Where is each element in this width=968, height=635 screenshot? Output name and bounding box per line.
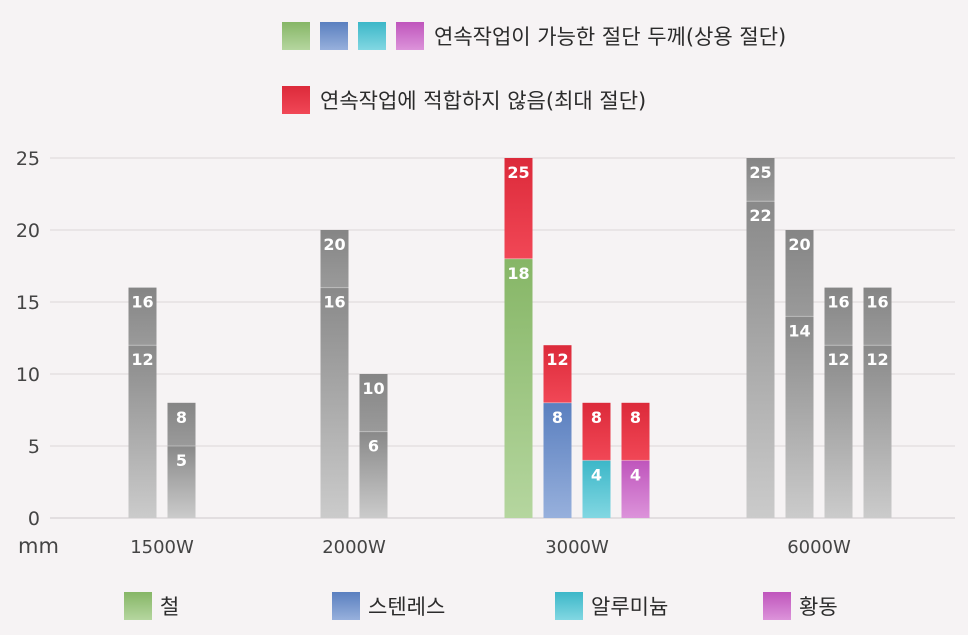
bar-label-continuous-2000W-stainless: 6 bbox=[368, 437, 379, 456]
material-swatch-steel bbox=[124, 592, 152, 620]
bar-continuous-6000W-steel bbox=[746, 201, 775, 518]
bar-max-3000W-stainless bbox=[543, 345, 572, 403]
material-swatch-aluminum bbox=[555, 592, 583, 620]
bar-max-6000W-brass bbox=[863, 287, 892, 346]
bar-label-continuous-3000W-stainless: 8 bbox=[552, 408, 563, 427]
y-tick-label-5: 5 bbox=[28, 436, 40, 458]
bar-label-max-3000W-aluminum: 8 bbox=[591, 408, 602, 427]
bar-label-continuous-3000W-aluminum: 4 bbox=[591, 465, 602, 484]
bar-max-3000W-aluminum bbox=[582, 402, 611, 461]
material-swatch-stainless bbox=[332, 592, 360, 620]
bar-max-6000W-aluminum bbox=[824, 287, 853, 346]
y-tick-label-20: 20 bbox=[16, 220, 40, 242]
bar-label-max-6000W-stainless: 20 bbox=[788, 235, 810, 254]
bar-label-max-6000W-brass: 16 bbox=[866, 293, 888, 312]
y-tick-label-0: 0 bbox=[28, 508, 40, 530]
legend-continuous-label: 연속작업이 가능한 절단 두께(상용 절단) bbox=[434, 25, 786, 49]
bar-label-continuous-3000W-steel: 18 bbox=[507, 264, 529, 283]
bar-group-6000W: 25 22 20 14 16 12 16 12 bbox=[746, 158, 892, 518]
y-tick-label-25: 25 bbox=[16, 148, 40, 170]
x-tick-label-6000W: 6000W bbox=[787, 537, 851, 558]
top-legend: 연속작업이 가능한 절단 두께(상용 절단) 연속작업에 적합하지 않음(최대 절… bbox=[282, 22, 786, 114]
material-label-stainless: 스텐레스 bbox=[368, 595, 445, 619]
bar-continuous-1500W-steel bbox=[128, 345, 157, 518]
bar-max-3000W-steel bbox=[504, 158, 533, 259]
bar-continuous-1500W-stainless bbox=[167, 446, 196, 518]
bar-max-1500W-stainless bbox=[167, 402, 196, 446]
legend-max-label: 연속작업에 적합하지 않음(최대 절단) bbox=[320, 89, 646, 113]
y-unit-label: mm bbox=[18, 534, 59, 558]
legend-swatch-continuous-steel bbox=[282, 22, 310, 50]
bar-label-max-6000W-steel: 25 bbox=[749, 163, 771, 182]
bar-label-continuous-2000W-steel: 16 bbox=[323, 293, 345, 312]
legend-swatch-continuous-brass bbox=[396, 22, 424, 50]
bottom-legend: 철 스텐레스 알루미늄 황동 bbox=[124, 592, 838, 620]
bar-label-max-3000W-brass: 8 bbox=[630, 408, 641, 427]
x-tick-label-1500W: 1500W bbox=[130, 537, 194, 558]
bar-max-2000W-steel bbox=[320, 230, 349, 288]
bar-label-continuous-6000W-stainless: 14 bbox=[788, 321, 810, 340]
grid: 0 5 10 15 20 25 mm bbox=[16, 148, 955, 558]
bar-continuous-3000W-steel bbox=[504, 258, 533, 518]
bar-group-3000W: 25 18 12 8 8 4 8 4 bbox=[504, 158, 650, 518]
bar-label-continuous-3000W-brass: 4 bbox=[630, 465, 641, 484]
bar-continuous-3000W-brass bbox=[621, 460, 650, 518]
legend-swatch-continuous-aluminum bbox=[358, 22, 386, 50]
bar-label-continuous-6000W-aluminum: 12 bbox=[827, 350, 849, 369]
bar-label-max-6000W-aluminum: 16 bbox=[827, 293, 849, 312]
bar-max-3000W-brass bbox=[621, 402, 650, 461]
bar-max-2000W-stainless bbox=[359, 374, 388, 432]
bar-label-max-3000W-stainless: 12 bbox=[546, 350, 568, 369]
bar-group-1500W: 16 12 8 5 bbox=[128, 287, 196, 518]
bar-label-continuous-1500W-steel: 12 bbox=[131, 350, 153, 369]
legend-swatch-max bbox=[282, 86, 310, 114]
bar-continuous-6000W-aluminum bbox=[824, 345, 853, 518]
bar-max-6000W-steel bbox=[746, 158, 775, 202]
y-tick-label-15: 15 bbox=[16, 292, 40, 314]
y-tick-label-10: 10 bbox=[16, 364, 40, 386]
material-swatch-brass bbox=[763, 592, 791, 620]
bar-label-max-2000W-steel: 20 bbox=[323, 235, 345, 254]
material-label-aluminum: 알루미늄 bbox=[591, 595, 668, 619]
bar-continuous-3000W-aluminum bbox=[582, 460, 611, 518]
bar-label-continuous-6000W-brass: 12 bbox=[866, 350, 888, 369]
bar-continuous-6000W-stainless bbox=[785, 316, 814, 518]
bar-label-continuous-6000W-steel: 22 bbox=[749, 206, 771, 225]
bar-continuous-2000W-stainless bbox=[359, 431, 388, 518]
bar-label-max-2000W-stainless: 10 bbox=[362, 379, 384, 398]
bar-max-6000W-stainless bbox=[785, 230, 814, 317]
bar-max-1500W-steel bbox=[128, 287, 157, 346]
bar-label-continuous-1500W-stainless: 5 bbox=[176, 451, 187, 470]
bar-label-max-1500W-steel: 16 bbox=[131, 293, 153, 312]
material-label-brass: 황동 bbox=[799, 595, 838, 619]
bar-group-2000W: 20 16 10 6 bbox=[320, 230, 388, 518]
bar-label-max-3000W-steel: 25 bbox=[507, 163, 529, 182]
material-label-steel: 철 bbox=[160, 595, 179, 619]
bar-continuous-3000W-stainless bbox=[543, 402, 572, 518]
legend-swatch-continuous-stainless bbox=[320, 22, 348, 50]
bar-continuous-2000W-steel bbox=[320, 287, 349, 518]
bar-label-max-1500W-stainless: 8 bbox=[176, 408, 187, 427]
x-axis-labels: 1500W 2000W 3000W 6000W bbox=[130, 537, 851, 558]
bar-continuous-6000W-brass bbox=[863, 345, 892, 518]
x-tick-label-2000W: 2000W bbox=[322, 537, 386, 558]
x-tick-label-3000W: 3000W bbox=[545, 537, 609, 558]
bars: 16 12 8 5 20 16 10 6 25 18 12 8 8 4 8 4 25 22 20 14 16 12 16 12 bbox=[128, 158, 892, 518]
